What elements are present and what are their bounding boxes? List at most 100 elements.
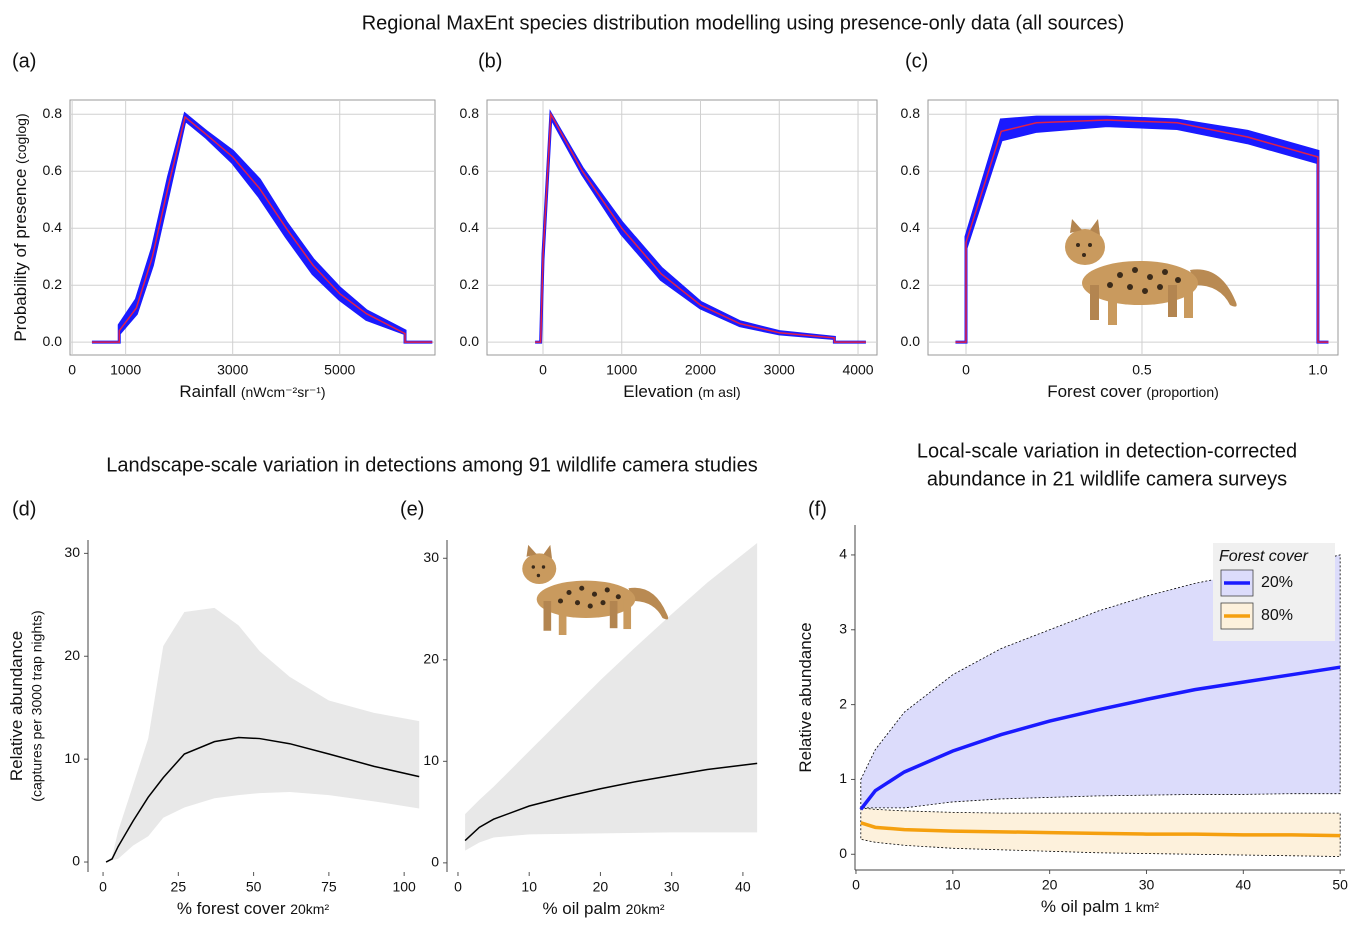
y-tick-label: 20 [64, 647, 80, 663]
y-tick-label: 0 [72, 853, 80, 869]
y-axis-title: Relative abundance [7, 631, 26, 781]
x-tick-label: 10 [945, 877, 961, 893]
line [955, 119, 1329, 343]
y-axis-label: Relative abundance [7, 631, 26, 781]
x-axis-unit: (nWcm⁻²sr⁻¹) [241, 384, 326, 400]
x-axis-title: Rainfall [179, 382, 236, 401]
y-tick-label: 10 [64, 750, 80, 766]
panel-label: (e) [400, 498, 424, 520]
x-tick-label: 40 [735, 879, 751, 895]
y-tick-label: 2 [839, 695, 847, 711]
heading: Regional MaxEnt species distribution mod… [362, 12, 1125, 34]
line [105, 736, 420, 863]
y-tick-label: 0.8 [460, 105, 480, 121]
x-tick-label: 75 [321, 879, 337, 895]
y-tick-label: 0.6 [460, 162, 480, 178]
x-axis-title: % forest cover [177, 899, 286, 918]
cat-illustration [1065, 219, 1237, 325]
line [464, 762, 758, 842]
x-axis-label: Elevation (m asl) [623, 382, 740, 401]
x-axis-unit: (proportion) [1146, 384, 1218, 400]
y-tick-label: 0.2 [43, 276, 63, 292]
x-tick-label: 0 [962, 362, 970, 378]
y-tick-label: 4 [839, 546, 847, 562]
y-tick-label: 30 [64, 544, 80, 560]
heading: Landscape-scale variation in detections … [106, 454, 757, 476]
x-tick-label: 3000 [217, 362, 248, 378]
line [91, 115, 433, 343]
x-tick-label: 1.0 [1308, 362, 1328, 378]
x-tick-label: 20 [593, 879, 609, 895]
x-tick-label: 5000 [324, 362, 355, 378]
heading: abundance in 21 wildlife camera surveys [927, 468, 1287, 490]
line [535, 111, 866, 343]
plot-frame [486, 99, 878, 356]
panel-label: (b) [478, 50, 502, 72]
line [859, 665, 1341, 811]
confidence-band [955, 115, 1329, 344]
x-axis-title: Elevation [623, 382, 693, 401]
cat-illustration [522, 544, 669, 635]
x-tick-label: 2000 [685, 362, 716, 378]
y-axis-label: Probability of presence (coglog) [11, 113, 30, 341]
x-tick-label: 3000 [764, 362, 795, 378]
x-tick-label: 100 [392, 879, 416, 895]
y-axis-title: Probability of presence [11, 169, 30, 342]
y-tick-label: 0.6 [43, 162, 63, 178]
heading: Local-scale variation in detection-corre… [917, 440, 1297, 462]
x-tick-label: 0.5 [1132, 362, 1152, 378]
y-tick-label: 0.2 [460, 276, 480, 292]
y-axis-unit: (coglog) [13, 113, 29, 164]
y-axis-title: Relative abundance [796, 622, 815, 772]
y-tick-label: 1 [839, 770, 847, 786]
x-axis-title: % oil palm [542, 899, 620, 918]
y-tick-label: 20 [423, 651, 439, 667]
y-tick-label: 0.8 [901, 105, 921, 121]
x-tick-label: 1000 [110, 362, 141, 378]
y-tick-label: 0.6 [901, 162, 921, 178]
panel-label: (f) [808, 498, 827, 520]
y-tick-label: 0.4 [901, 219, 921, 235]
confidence-band [91, 111, 433, 344]
x-tick-label: 0 [539, 362, 547, 378]
x-tick-label: 25 [171, 879, 187, 895]
panel-label: (c) [905, 50, 928, 72]
x-axis-title: Forest cover [1047, 382, 1142, 401]
x-tick-label: 30 [1139, 877, 1155, 893]
y-tick-label: 0.0 [460, 333, 480, 349]
legend-label: 80% [1261, 607, 1293, 624]
x-tick-label: 0 [852, 877, 860, 893]
x-tick-label: 10 [521, 879, 537, 895]
y-tick-label: 0.2 [901, 276, 921, 292]
x-tick-label: 1000 [606, 362, 637, 378]
x-axis-title: % oil palm [1041, 897, 1119, 916]
y-tick-label: 0 [431, 854, 439, 870]
x-tick-label: 50 [1332, 877, 1348, 893]
x-tick-label: 0 [99, 879, 107, 895]
y-axis-label: Relative abundance [796, 622, 815, 772]
x-axis-label: % forest cover 20km² [177, 899, 330, 918]
y-axis-label-line2: (captures per 3000 trap nights) [29, 610, 45, 801]
x-axis-label: Forest cover (proportion) [1047, 382, 1219, 401]
x-axis-label: % oil palm 20km² [542, 899, 664, 918]
x-tick-label: 0 [454, 879, 462, 895]
confidence-band [106, 607, 420, 863]
x-axis-unit: 20km² [290, 901, 329, 917]
x-tick-label: 50 [246, 879, 262, 895]
y-tick-label: 0.8 [43, 105, 63, 121]
panel-label: (a) [12, 50, 36, 72]
y-tick-label: 0.0 [43, 333, 63, 349]
y-tick-label: 30 [423, 549, 439, 565]
x-tick-label: 30 [664, 879, 680, 895]
y-tick-label: 0 [839, 845, 847, 861]
y-tick-label: 10 [423, 752, 439, 768]
y-tick-label: 0.4 [460, 219, 480, 235]
confidence-band [535, 109, 866, 344]
x-tick-label: 20 [1042, 877, 1058, 893]
legend-title: Forest cover [1219, 548, 1309, 565]
x-axis-label: Rainfall (nWcm⁻²sr⁻¹) [179, 382, 325, 401]
x-axis-unit: (m asl) [698, 384, 741, 400]
x-axis-unit: 20km² [626, 901, 665, 917]
y-tick-label: 3 [839, 620, 847, 636]
